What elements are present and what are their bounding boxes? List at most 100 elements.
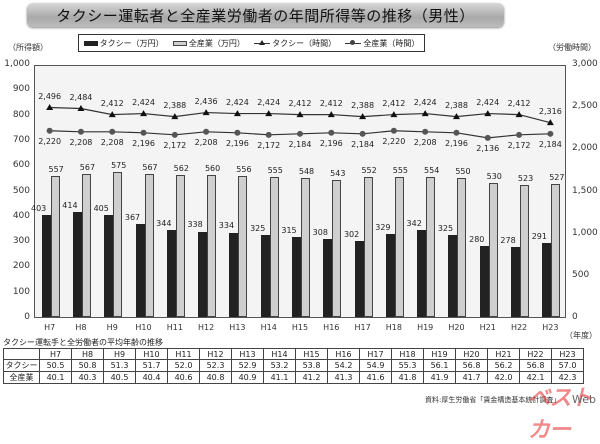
all-income-bar	[207, 175, 217, 317]
age-table-header-cell: H12	[199, 348, 232, 360]
age-table-header-cell: H22	[519, 348, 552, 360]
x-tick-label: H23	[542, 323, 559, 332]
taxi-income-bar	[198, 231, 208, 317]
age-table-header-cell: H10	[135, 348, 168, 360]
triangle-marker-icon	[327, 111, 335, 118]
taxi-hours-label: 2,436	[194, 96, 218, 106]
all-income-bar	[175, 174, 185, 317]
taxi-income-label: 278	[500, 235, 516, 245]
y-tick-label: 800	[12, 109, 30, 120]
triangle-marker-icon	[171, 113, 179, 120]
age-table-cell: 40.3	[71, 371, 104, 384]
all-hours-label: 2,208	[194, 137, 218, 147]
y-tick-label: 0	[24, 312, 30, 322]
y-tick-label: 100	[12, 286, 30, 297]
age-table-cell: 51.3	[103, 359, 136, 372]
watermark-logo: ベストカー	[528, 386, 592, 443]
age-table-cell: 50.5	[39, 359, 72, 372]
taxi-hours-label: 2,424	[476, 97, 500, 107]
taxi-income-label: 405	[93, 203, 109, 213]
taxi-income-bar	[260, 234, 270, 317]
age-table-header-cell: H21	[487, 348, 520, 360]
all-income-bar	[269, 176, 279, 317]
all-income-label: 550	[455, 166, 471, 176]
age-table-cell: 50.8	[71, 359, 104, 372]
circle-marker-icon	[390, 127, 397, 134]
age-table-cell: 53.8	[295, 359, 328, 372]
taxi-income-bar	[323, 239, 333, 317]
age-table-cell: 57.0	[551, 359, 584, 372]
all-hours-label: 2,172	[257, 140, 281, 150]
black-bar-swatch-icon	[83, 40, 98, 46]
x-tick-label: H13	[229, 323, 246, 332]
circle-marker-icon	[140, 129, 147, 136]
all-income-bar	[50, 176, 60, 317]
age-table-cell: 56.1	[423, 359, 456, 372]
age-table-cell: 42.1	[519, 371, 552, 384]
taxi-hours-label: 2,388	[351, 100, 375, 110]
chart-title: タクシー運転者と全産業労働者の年間所得等の推移（男性）	[56, 6, 475, 25]
age-table-header-cell: H9	[103, 348, 136, 360]
age-table-header-cell: H17	[359, 348, 392, 360]
hours-lines	[46, 104, 554, 141]
chart-legend: タクシー（万円） 全産業（万円） タクシー（時間） 全産業（時間）	[78, 34, 425, 52]
taxi-income-label: 342	[406, 219, 422, 229]
taxi-income-label: 329	[375, 222, 391, 232]
triangle-line-swatch-icon	[254, 39, 271, 45]
triangle-marker-icon	[233, 110, 241, 117]
circle-line-swatch-icon	[345, 40, 362, 45]
circle-marker-icon	[46, 127, 53, 134]
taxi-hours-label: 2,424	[413, 97, 437, 107]
all-income-bar	[81, 173, 91, 317]
all-income-bar	[363, 177, 373, 317]
taxi-hours-label: 2,412	[288, 98, 312, 108]
all-income-label: 543	[330, 168, 346, 178]
y2-tick-label: 0	[572, 312, 578, 322]
all-hours-label: 2,220	[38, 136, 62, 146]
age-table-cell: 41.1	[263, 371, 296, 384]
taxi-income-bar	[292, 237, 301, 317]
triangle-marker-icon	[46, 104, 54, 111]
taxi-hours-label: 2,412	[507, 98, 531, 108]
circle-marker-icon	[77, 128, 84, 135]
x-tick-label: H9	[106, 323, 118, 332]
y2-tick-label: 500	[572, 269, 590, 280]
x-tick-label: H15	[291, 323, 309, 332]
taxi-hours-label: 2,412	[100, 98, 124, 108]
y2-tick-label: 3,000	[572, 59, 598, 69]
y-tick-label: 900	[12, 84, 30, 95]
x-tick-label: H19	[417, 323, 434, 332]
circle-marker-icon	[359, 130, 366, 137]
y-tick-label: 200	[12, 261, 30, 272]
y-tick-label: 300	[12, 236, 30, 247]
triangle-marker-icon	[296, 111, 304, 118]
watermark-web: Web	[572, 393, 596, 406]
all-hours-label: 2,196	[132, 138, 155, 148]
x-tick-label: H21	[479, 323, 496, 332]
x-tick-label: H7	[44, 323, 56, 332]
age-table-header-cell: H20	[455, 348, 488, 360]
all-income-label: 575	[111, 160, 127, 170]
circle-marker-icon	[547, 130, 554, 137]
all-hours-label: 2,196	[225, 138, 249, 148]
all-income-label: 530	[486, 171, 502, 181]
age-table-cell: 56.2	[487, 359, 520, 372]
circle-marker-icon	[453, 129, 460, 136]
y-tick-label: 400	[12, 210, 30, 221]
age-table-cell: 40.1	[39, 371, 72, 384]
circle-marker-icon	[484, 134, 491, 141]
taxi-income-bar	[41, 215, 51, 317]
all-income-bar	[488, 182, 498, 317]
taxi-hours-label: 2,424	[132, 97, 155, 107]
all-hours-label: 2,172	[163, 140, 187, 150]
age-table-cell: 51.7	[135, 359, 168, 372]
taxi-hours-label: 2,388	[163, 100, 187, 110]
taxi-income-label: 325	[250, 223, 266, 233]
all-income-label: 555	[392, 165, 409, 175]
all-income-label: 557	[48, 165, 64, 175]
taxi-income-bar	[448, 234, 458, 317]
all-income-bar	[144, 173, 154, 317]
taxi-income-label: 315	[281, 226, 297, 236]
taxi-income-bar	[417, 230, 427, 317]
circle-marker-icon	[516, 131, 523, 138]
